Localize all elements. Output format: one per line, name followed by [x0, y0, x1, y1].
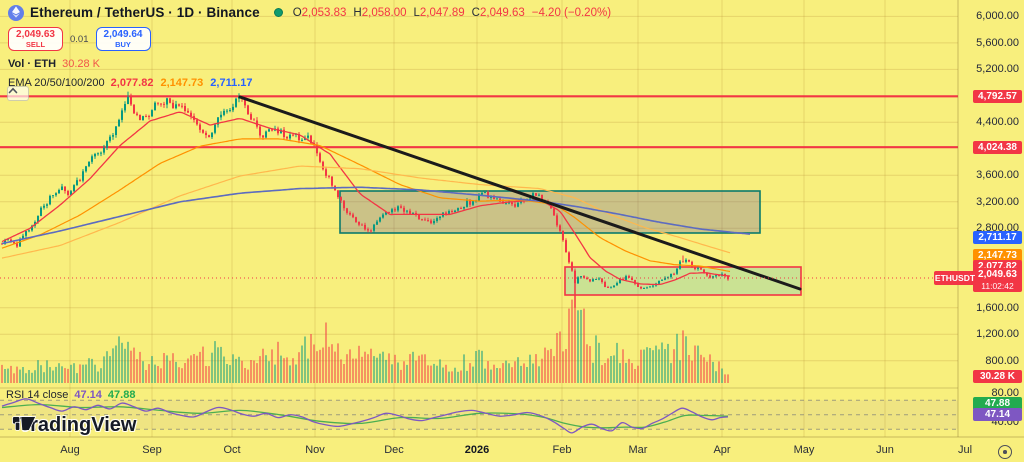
rsi-value: 47.14: [74, 389, 102, 401]
ema-values: 2,077.82 2,147.73 2,711.17: [111, 77, 253, 89]
time-tick-label: Jul: [957, 444, 973, 456]
price-tick-label: 3,600.00: [976, 169, 1019, 181]
price-axis-badge: 47.88: [973, 397, 1022, 410]
change-value: −4.20 (−0.20%): [531, 6, 612, 19]
ema-value: 2,711.17: [210, 76, 253, 89]
rsi-values: 47.14 47.88: [74, 389, 135, 401]
time-tick-label: Apr: [713, 444, 731, 456]
chart-legend: Ethereum / TetherUS · 1D · Binance O2,05…: [8, 4, 611, 89]
buy-button[interactable]: 2,049.64 BUY: [95, 27, 151, 51]
ema-legend-row[interactable]: EMA 20/50/100/200 2,077.82 2,147.73 2,711.…: [8, 76, 253, 89]
price-axis-badge: 4,792.57: [973, 90, 1022, 103]
time-tick-label: Nov: [305, 444, 325, 456]
ema100-line: [1, 165, 731, 259]
ema50-line: [1, 138, 731, 273]
price-axis-badge: 30.28 K: [973, 370, 1022, 383]
volume-legend-row[interactable]: Vol · ETH 30.28 K: [8, 57, 100, 70]
price-tick-label: 3,200.00: [976, 196, 1019, 208]
price-tick-label: 1,200.00: [976, 328, 1019, 340]
ohlc-values: O2,053.83 H2,058.00 L2,047.89 C2,049.63 …: [292, 6, 612, 19]
time-tick-label: Jun: [876, 444, 894, 456]
symbol-price-tag: ETHUSDT: [934, 271, 976, 285]
descending-trendline[interactable]: [238, 95, 802, 291]
symbol-title[interactable]: Ethereum / TetherUS · 1D · Binance: [30, 5, 260, 20]
price-axis-badge: 4,024.38: [973, 141, 1022, 154]
rsi-value: 47.88: [107, 389, 136, 401]
lower-consolidation-box[interactable]: [564, 266, 802, 296]
price-axis-badge: 2,147.73: [973, 249, 1022, 262]
time-tick-label: Mar: [628, 444, 648, 456]
time-tick-label: Aug: [60, 444, 80, 456]
price-tick-label: 5,200.00: [976, 63, 1019, 75]
price-tick-label: 6,000.00: [976, 10, 1019, 22]
volume-value: 30.28 K: [62, 57, 100, 70]
rsi-band: [0, 400, 958, 430]
price-axis-badge: 2,711.17: [973, 231, 1022, 244]
rsi-line: [1, 398, 729, 434]
market-status-icon: [273, 8, 283, 17]
current-price-badge: 2,049.63 11:02:42: [973, 268, 1022, 292]
time-tick-label: 2026: [464, 444, 490, 456]
ema-value: 2,077.82: [110, 76, 154, 89]
spread-value: 0.01: [70, 33, 89, 45]
ema200-line: [1, 186, 751, 245]
price-scale[interactable]: 6,000.00 5,600.00 5,200.00 4,400.00 3,600.00…: [958, 0, 1024, 437]
ema-value: 2,147.73: [160, 76, 204, 89]
volume-bars: [1, 268, 729, 383]
time-tick-label: Oct: [223, 444, 241, 456]
rsi-tick-label: 80.00: [991, 387, 1019, 399]
time-tick-label: Feb: [552, 444, 572, 456]
candles: [1, 91, 729, 308]
price-tick-label: 1,600.00: [976, 302, 1019, 314]
time-tick-label: Sep: [142, 444, 162, 456]
rsi-legend-row[interactable]: RSI 14 close 47.14 47.88: [6, 389, 136, 401]
price-axis-badge: 47.14: [973, 408, 1022, 421]
price-tick-label: 800.00: [985, 355, 1019, 367]
ethereum-icon: [8, 4, 24, 21]
ema20-line: [1, 111, 731, 286]
time-tick-label: Dec: [384, 444, 404, 456]
tradingview-watermark: TradingView: [12, 414, 136, 437]
upper-consolidation-box[interactable]: [339, 190, 761, 234]
price-tick-label: 5,600.00: [976, 37, 1019, 49]
time-axis-settings-icon[interactable]: [998, 445, 1012, 459]
time-tick-label: May: [793, 444, 815, 456]
time-scale[interactable]: Aug Sep Oct Nov Dec 2026 Feb Mar Apr May Jun Jul: [0, 437, 1024, 462]
price-tick-label: 4,400.00: [976, 116, 1019, 128]
pane-collapse-button[interactable]: [7, 86, 29, 101]
symbol-row: Ethereum / TetherUS · 1D · Binance O2,05…: [8, 4, 611, 21]
sell-button[interactable]: 2,049.63 SELL: [8, 27, 63, 51]
trade-buttons-row: 2,049.63 SELL 0.01 2,049.64 BUY: [8, 27, 611, 51]
